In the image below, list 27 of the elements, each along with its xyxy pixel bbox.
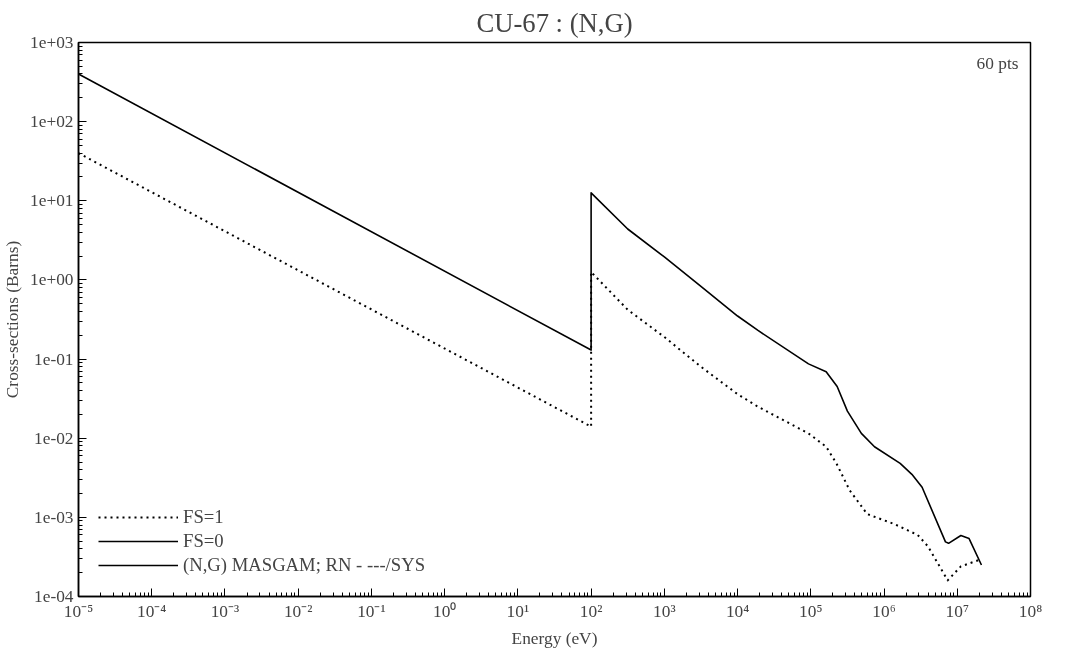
- x-tick-label: 10⁸: [1018, 601, 1043, 621]
- y-tick-label: 1e+02: [30, 112, 74, 132]
- x-tick-label: 10⁷: [945, 601, 969, 621]
- x-tick-label: 10⁰: [432, 601, 457, 621]
- y-tick-label: 1e+00: [30, 270, 74, 290]
- x-tick-label: 10²: [579, 601, 603, 621]
- x-tick-label: 10⁻³: [210, 601, 240, 621]
- legend-label: FS=1: [183, 506, 224, 528]
- y-tick-label: 1e-02: [34, 428, 74, 448]
- x-tick-label: 10³: [653, 601, 676, 621]
- x-tick-label: 10⁻⁴: [137, 601, 167, 621]
- x-tick-label: 10⁶: [872, 601, 896, 621]
- x-tick-label: 10⁻¹: [357, 601, 386, 621]
- x-tick-label: 10⁻²: [283, 601, 313, 621]
- y-tick-label: 1e+01: [30, 191, 74, 211]
- legend-label: (N,G) MASGAM; RN - ---/SYS: [183, 554, 426, 576]
- y-tick-label: 1e-03: [34, 507, 74, 527]
- x-tick-label: 10⁵: [799, 601, 823, 621]
- x-axis-title: Energy (eV): [511, 628, 598, 648]
- x-tick-label: 10¹: [506, 601, 530, 621]
- x-tick-label: 10⁴: [725, 601, 750, 621]
- y-axis-title: Cross-sections (Barns): [3, 240, 23, 399]
- y-tick-label: 1e-01: [34, 349, 74, 369]
- legend-label: FS=0: [183, 530, 224, 552]
- annotation: 60 pts: [976, 53, 1019, 73]
- y-tick-label: 1e+03: [30, 33, 74, 52]
- chart-title: CU-67 : (N,G): [476, 7, 633, 38]
